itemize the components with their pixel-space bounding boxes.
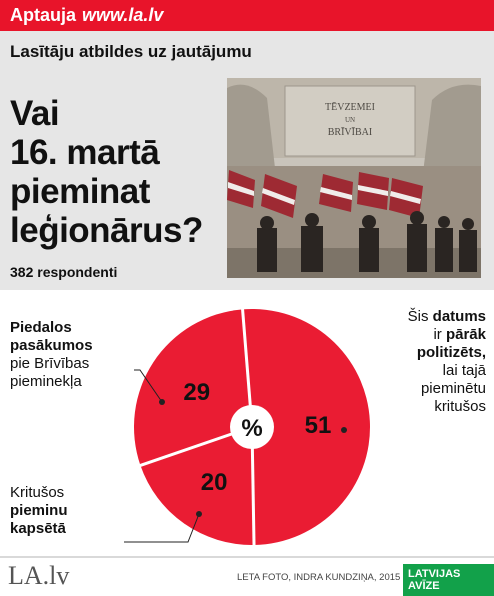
pie-slices: [134, 309, 370, 545]
sculpture-left: [227, 84, 275, 173]
label-slice-29: Piedalos pasākumos pie Brīvības pieminek…: [10, 319, 93, 390]
question-line-1: Vai: [10, 94, 60, 133]
pie-slice-29: [134, 309, 252, 466]
people-group: [257, 211, 477, 272]
footer: LA.lv LETA FOTO, INDRA KUNDZIŅA, 2015 LA…: [0, 556, 494, 596]
respondent-count: 382 respondenti: [10, 264, 118, 280]
leader-dot: [196, 511, 202, 517]
subtitle: Lasītāju atbildes uz jautājumu: [10, 42, 252, 61]
publisher-badge: LATVIJAS AVĪZE: [403, 564, 494, 596]
monument-plaque: [284, 85, 416, 157]
label-slice-20: Kritušos pieminu kapsētā: [10, 484, 68, 537]
pie-value-label: 29: [183, 379, 210, 406]
pie-value-label: 20: [201, 469, 228, 496]
pie-chart: % 51 20 29: [124, 307, 370, 548]
question-heading: Vai 16. martā pieminat leģionārus?: [10, 94, 220, 250]
header-site[interactable]: www.la.lv: [82, 5, 164, 25]
header-title: Aptauja www.la.lv: [10, 5, 163, 26]
question-line-2: 16. martā: [10, 133, 160, 172]
pie-value-label: 51: [305, 412, 332, 439]
plaque-text-2: UN: [345, 116, 355, 124]
question-line-4: leģionārus?: [10, 211, 203, 250]
plaque-text-1: TĒVZEMEI: [325, 102, 375, 113]
header-section: Aptauja: [10, 5, 77, 25]
label-slice-51: Šis datums ir pārāk politizēts, lai tajā…: [407, 308, 486, 415]
pie-slice-51: [242, 309, 370, 545]
leader-line: [134, 369, 163, 403]
header-bar: Aptauja www.la.lv: [0, 0, 494, 31]
leader-dot: [341, 427, 347, 433]
sculpture-right: [423, 84, 481, 173]
flags-group: [227, 170, 423, 218]
pie-leader-lines: [124, 369, 347, 543]
plaque-text-3: BRĪVĪBAI: [328, 127, 372, 138]
pie-center-label: %: [241, 415, 262, 442]
photo-credit: LETA FOTO, INDRA KUNDZIŅA, 2015: [237, 572, 401, 583]
pie-center-circle: [230, 405, 274, 449]
pie-value-labels: 51 20 29: [183, 379, 331, 496]
leader-dot: [159, 399, 165, 405]
monument-photo: TĒVZEMEI UN BRĪVĪBAI: [227, 78, 481, 278]
footer-logo[interactable]: LA.lv: [8, 561, 70, 590]
question-line-3: pieminat: [10, 172, 150, 211]
leader-line: [124, 513, 200, 543]
